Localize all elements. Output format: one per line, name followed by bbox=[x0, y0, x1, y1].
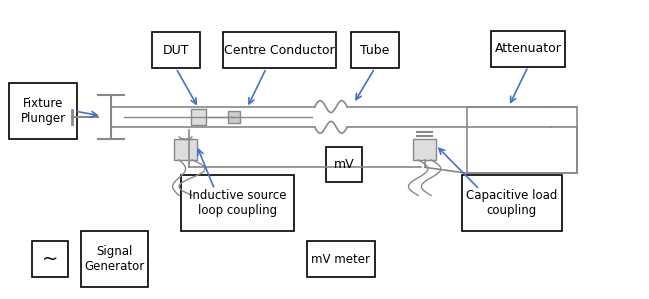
FancyBboxPatch shape bbox=[80, 231, 149, 287]
FancyBboxPatch shape bbox=[413, 139, 436, 160]
Text: Attenuator: Attenuator bbox=[495, 42, 561, 55]
FancyBboxPatch shape bbox=[467, 106, 576, 173]
Text: Fixture
Plunger: Fixture Plunger bbox=[21, 97, 66, 125]
FancyBboxPatch shape bbox=[10, 83, 77, 139]
FancyBboxPatch shape bbox=[174, 139, 197, 160]
Text: ~: ~ bbox=[42, 250, 58, 269]
Text: Tube: Tube bbox=[360, 44, 389, 57]
Text: mV meter: mV meter bbox=[311, 253, 370, 266]
Text: Capacitive load
coupling: Capacitive load coupling bbox=[466, 189, 557, 217]
Text: Signal
Generator: Signal Generator bbox=[84, 245, 145, 273]
Text: mV: mV bbox=[334, 158, 354, 171]
FancyBboxPatch shape bbox=[180, 175, 294, 231]
Text: Inductive source
loop coupling: Inductive source loop coupling bbox=[188, 189, 286, 217]
FancyBboxPatch shape bbox=[223, 33, 336, 68]
FancyBboxPatch shape bbox=[491, 31, 565, 67]
FancyBboxPatch shape bbox=[307, 241, 374, 277]
Text: DUT: DUT bbox=[163, 44, 189, 57]
FancyBboxPatch shape bbox=[32, 241, 67, 277]
FancyBboxPatch shape bbox=[228, 111, 240, 123]
FancyBboxPatch shape bbox=[326, 147, 361, 182]
Text: Centre Conductor: Centre Conductor bbox=[224, 44, 335, 57]
FancyBboxPatch shape bbox=[350, 33, 399, 68]
FancyBboxPatch shape bbox=[191, 109, 206, 125]
FancyBboxPatch shape bbox=[152, 33, 200, 68]
FancyBboxPatch shape bbox=[462, 175, 562, 231]
